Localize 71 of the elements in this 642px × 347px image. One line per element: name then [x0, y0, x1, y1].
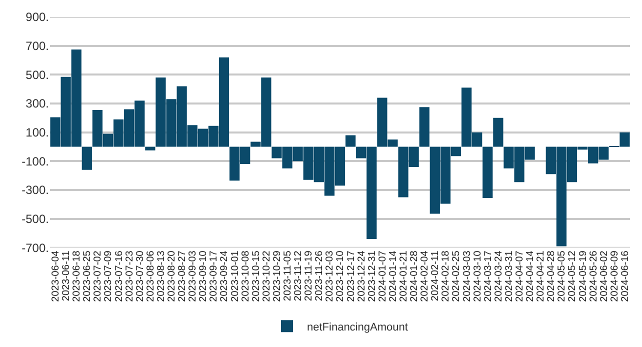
x-tick-label: 2023-10-01	[230, 250, 241, 302]
x-tick-label: 2024-04-14	[525, 250, 536, 302]
x-tick-label: 2024-05-05	[556, 250, 568, 302]
x-tick-label: 2024-01-28	[409, 250, 420, 302]
x-tick-label: 2024-04-21	[536, 250, 547, 302]
x-tick-label: 2024-06-16	[620, 250, 631, 302]
y-tick-label: 500.	[26, 68, 49, 82]
bar	[482, 146, 493, 198]
x-tick-label: 2023-07-16	[114, 250, 125, 302]
y-tick-label: 700.	[26, 39, 49, 54]
x-tick-label: 2023-12-31	[366, 250, 378, 302]
y-tick-label: 100.	[26, 126, 49, 140]
x-tick-label: 2023-09-24	[219, 250, 230, 302]
x-tick-label: 2023-12-03	[324, 250, 336, 302]
x-tick-label: 2024-02-25	[451, 250, 462, 302]
x-tick-label: 2024-03-31	[504, 250, 515, 302]
x-tick-label: 2023-06-11	[61, 250, 72, 302]
legend-label: netFinancingAmount	[307, 321, 408, 334]
x-tick-label: 2024-06-09	[609, 250, 620, 302]
x-tick-label: 2023-08-20	[166, 250, 178, 302]
x-tick-label: 2024-01-14	[388, 250, 399, 302]
x-tick-label: 2024-01-21	[398, 250, 410, 302]
x-tick-label: 2023-09-03	[188, 250, 199, 302]
bar	[493, 118, 504, 147]
x-tick-label: 2023-07-30	[134, 250, 146, 302]
x-tick-label: 2023-11-05	[282, 250, 294, 302]
x-tick-label: 2024-02-04	[420, 250, 431, 302]
x-tick-label: 2023-09-17	[208, 250, 220, 302]
x-tick-label: 2024-03-24	[493, 250, 504, 302]
bar	[145, 146, 156, 150]
x-tick-label: 2024-01-07	[377, 250, 388, 302]
x-tick-label: 2023-08-27	[177, 250, 188, 302]
x-tick-label: 2023-06-18	[72, 250, 83, 302]
x-tick-label: 2024-03-03	[462, 250, 473, 302]
x-tick-label: 2023-07-02	[92, 250, 104, 302]
x-tick-label: 2023-11-26	[314, 250, 326, 302]
x-tick-label: 2024-05-12	[567, 250, 578, 302]
x-tick-label: 2023-11-12	[293, 250, 304, 302]
x-tick-label: 2024-02-18	[440, 250, 452, 302]
x-tick-label: 2023-10-08	[240, 250, 252, 302]
x-tick-label: 2023-12-24	[356, 250, 368, 302]
x-tick-label: 2024-02-11	[430, 250, 442, 302]
x-tick-label: 2023-10-15	[250, 250, 262, 302]
x-tick-label: 2023-12-10	[335, 250, 346, 302]
bar	[419, 107, 430, 147]
y-tick-label: -700.	[22, 240, 49, 255]
x-tick-label: 2023-08-13	[156, 250, 167, 302]
x-tick-label: 2024-05-26	[588, 250, 600, 302]
x-tick-label: 2023-08-06	[145, 250, 156, 302]
y-tick-label: 900.	[26, 10, 49, 24]
y-tick-label: -100.	[22, 154, 49, 168]
x-tick-label: 2023-07-23	[124, 250, 136, 302]
x-tick-label: 2023-10-29	[272, 250, 283, 302]
x-tick-label: 2024-03-10	[472, 250, 484, 302]
x-tick-label: 2023-06-04	[50, 250, 62, 302]
x-tick-label: 2024-03-17	[482, 250, 494, 302]
y-tick-label: 300.	[26, 96, 49, 111]
x-tick-label: 2023-10-22	[261, 250, 272, 302]
x-tick-label: 2023-06-25	[82, 250, 94, 302]
x-tick-label: 2023-09-10	[198, 250, 210, 302]
x-tick-label: 2024-05-19	[578, 250, 589, 302]
x-tick-label: 2023-12-17	[346, 250, 357, 302]
x-tick-label: 2023-11-19	[304, 250, 315, 302]
bar	[345, 135, 356, 147]
x-tick-label: 2024-06-02	[598, 250, 610, 302]
y-tick-label: -500.	[22, 212, 49, 226]
x-tick-label: 2024-04-28	[546, 250, 558, 302]
bar	[82, 146, 92, 170]
x-tick-label: 2024-04-07	[514, 250, 526, 302]
y-tick-label: -300.	[22, 183, 49, 198]
x-tick-label: 2023-07-09	[103, 250, 114, 302]
